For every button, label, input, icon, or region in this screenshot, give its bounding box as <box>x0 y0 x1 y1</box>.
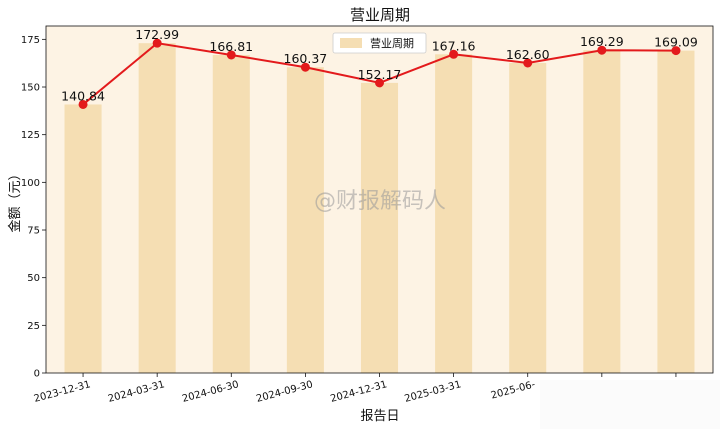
y-tick-label-6: 150 <box>21 83 40 94</box>
bar-4 <box>360 82 399 373</box>
x-tick-label-1: 2024-03-31 <box>107 379 166 405</box>
point-1 <box>152 38 162 48</box>
point-6 <box>523 58 533 68</box>
y-tick-label-3: 75 <box>27 226 40 237</box>
bar-3 <box>286 67 324 373</box>
occluder <box>540 380 720 429</box>
value-label-2: 166.81 <box>209 39 253 54</box>
bar-8 <box>657 50 695 373</box>
value-label-5: 167.16 <box>432 38 476 53</box>
value-label-7: 169.29 <box>580 34 624 49</box>
y-tick-label-4: 100 <box>21 178 40 189</box>
bar-6 <box>509 62 547 373</box>
value-label-8: 169.09 <box>654 35 698 50</box>
x-tick-label-2: 2024-06-30 <box>181 379 240 405</box>
point-4 <box>375 78 384 88</box>
value-label-3: 160.37 <box>284 51 328 66</box>
point-5 <box>449 49 459 59</box>
y-tick-label-1: 25 <box>27 321 40 332</box>
value-label-0: 140.84 <box>61 88 105 103</box>
y-tick-label-5: 125 <box>21 130 40 141</box>
chart-title: 营业周期 <box>350 6 410 24</box>
y-tick-label-0: 0 <box>34 369 40 380</box>
bar-2 <box>212 54 250 374</box>
legend: 营业周期 <box>332 32 427 54</box>
legend-swatch <box>340 38 362 48</box>
bar-5 <box>435 54 473 373</box>
x-tick-label-6: 2025-06- <box>490 379 537 401</box>
legend-label: 营业周期 <box>370 36 414 50</box>
value-label-1: 172.99 <box>135 27 179 42</box>
point-0 <box>78 99 88 109</box>
y-tick-label-7: 175 <box>21 35 40 46</box>
x-tick-label-3: 2024-09-30 <box>255 379 314 405</box>
watermark: @财报解码人 <box>314 189 446 214</box>
y-axis-label: 金额（元） <box>7 167 23 232</box>
x-tick-label-5: 2025-03-31 <box>403 379 462 405</box>
value-label-4: 152.17 <box>358 67 402 82</box>
x-tick-label-0: 2023-12-31 <box>33 379 92 405</box>
point-3 <box>300 62 310 72</box>
x-tick-label-4: 2024-12-31 <box>329 379 388 405</box>
plot-area: 0 25 50 75 100 125 150 175 2023-12-31 2024-03-31 2… <box>21 25 720 429</box>
value-label-6: 162.60 <box>506 47 550 62</box>
bar-0 <box>64 104 102 373</box>
point-8 <box>671 46 681 56</box>
point-7 <box>597 45 607 55</box>
bar-7 <box>583 50 621 374</box>
y-tick-label-2: 50 <box>27 273 40 284</box>
point-2 <box>226 50 236 60</box>
x-axis-label: 报告日 <box>360 409 399 424</box>
bar-1 <box>138 43 176 373</box>
